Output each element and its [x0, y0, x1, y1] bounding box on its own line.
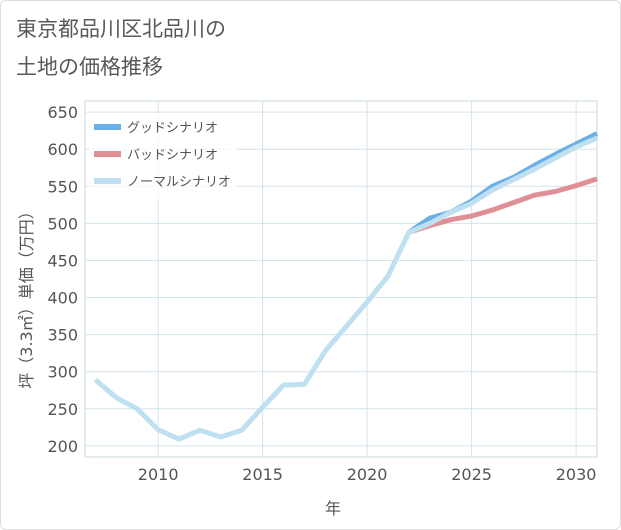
legend-label: ノーマルシナリオ: [127, 175, 231, 190]
x-tick-label: 2030: [556, 465, 597, 484]
series-line-2: [93, 135, 598, 442]
legend-label: グッドシナリオ: [127, 121, 218, 136]
x-tick-label: 2020: [347, 465, 388, 484]
x-tick-label: 2025: [451, 465, 492, 484]
y-tick-label: 550: [47, 177, 78, 196]
y-tick-label: 250: [47, 400, 78, 419]
chart-title: 東京都品川区北品川の 土地の価格推移: [16, 17, 226, 79]
y-tick-label: 350: [47, 326, 78, 345]
y-tick-label: 600: [47, 140, 78, 159]
legend-label: バッドシナリオ: [127, 148, 218, 163]
y-axis-label: 坪（3.3㎡）単価（万円）: [17, 203, 36, 388]
x-tick-label: 2010: [138, 465, 179, 484]
series-lines: [93, 131, 599, 442]
x-tick-label: 2015: [242, 465, 283, 484]
y-tick-label: 450: [47, 251, 78, 270]
series-line-1: [408, 176, 598, 235]
x-axis-label: 年: [325, 499, 341, 518]
axes: 200 250 300 350 400 450 500 550 600 650 2010 2015 20…: [47, 103, 596, 484]
y-tick-label: 200: [47, 437, 78, 456]
y-tick-label: 400: [47, 289, 78, 308]
y-tick-label: 300: [47, 363, 78, 382]
y-tick-label: 650: [47, 103, 78, 122]
y-tick-label: 500: [47, 214, 78, 233]
